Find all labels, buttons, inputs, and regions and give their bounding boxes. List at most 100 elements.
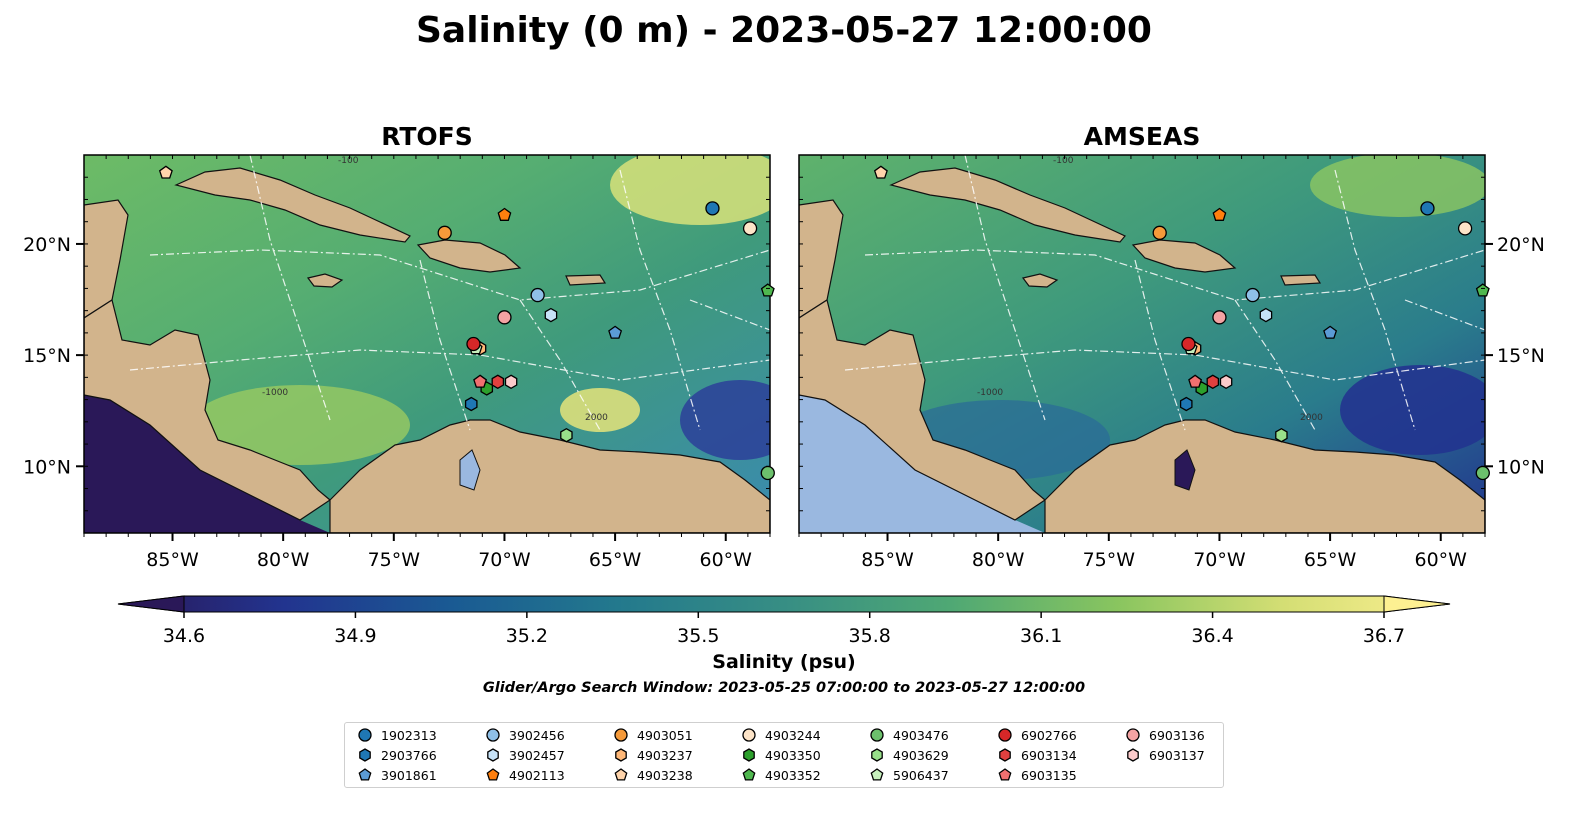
rtofs-contour-label: -1000 (262, 388, 288, 398)
legend-label: 6903134 (1021, 747, 1077, 763)
legend-marker-hexagon-icon (487, 748, 499, 762)
amseas-float-4903051-marker (1152, 225, 1167, 240)
legend-label: 4902113 (509, 767, 565, 783)
rtofs-high-salinity-patch (190, 385, 410, 465)
legend-marker-pentagon-icon (614, 768, 628, 781)
colorbar-body (117, 595, 1451, 613)
legend-item-6903136: 6903136 (1125, 726, 1205, 744)
legend-item-2903766: 2903766 (357, 746, 437, 764)
legend-marker-hexagon-icon (743, 748, 755, 762)
legend-item-3901861: 3901861 (357, 766, 437, 784)
legend-marker-shape (358, 728, 372, 742)
legend-item-4903238: 4903238 (613, 766, 693, 784)
amseas-low-salinity-patch (1340, 365, 1485, 455)
rtofs-float-4903051-marker (437, 225, 452, 240)
legend-item-6903135: 6903135 (997, 766, 1077, 784)
amseas-float-3901861-marker (1323, 325, 1338, 339)
amseas-lat-label: 20°N (1497, 234, 1545, 256)
legend-item-4903244: 4903244 (741, 726, 821, 744)
legend-marker-shape (1126, 728, 1140, 742)
amseas-high-salinity-patch (1310, 155, 1485, 217)
amseas-lon-label: 80°W (972, 549, 1025, 571)
amseas-lake-maracaibo (1174, 449, 1196, 491)
legend-label: 6903136 (1149, 727, 1205, 743)
colorbar-tick-label: 35.5 (677, 625, 719, 647)
legend-marker-pentagon-icon (486, 768, 500, 781)
rtofs-high-salinity-patch (610, 155, 770, 225)
rtofs-contour-label: -100 (338, 156, 359, 166)
rtofs-lake-maracaibo (459, 449, 481, 491)
legend-marker-shape (486, 728, 500, 742)
rtofs-float-3902456-marker (530, 287, 545, 303)
legend-marker-circle-icon (870, 728, 884, 742)
legend-label: 2903766 (381, 747, 437, 763)
legend-marker-pentagon-icon (742, 768, 756, 781)
legend-item-4902113: 4902113 (485, 766, 565, 784)
colorbar-tick-label: 34.6 (163, 625, 205, 647)
amseas-float-4903352-marker (1475, 283, 1490, 297)
rtofs-lon-label: 60°W (700, 549, 753, 571)
legend-label: 3902457 (509, 747, 565, 763)
legend-label: 4903476 (893, 727, 949, 743)
legend-item-1902313: 1902313 (357, 726, 437, 744)
legend-marker-hexagon-icon (615, 748, 627, 762)
amseas-land-central-america (799, 299, 1047, 521)
legend-label: 5906437 (893, 767, 949, 783)
legend-label: 3901861 (381, 767, 437, 783)
amseas-lat-label: 15°N (1497, 345, 1545, 367)
amseas-land-jamaica (1021, 273, 1059, 288)
float-legend: 1902313 2903766 3901861 3902456 3902457 49021… (344, 722, 1224, 788)
rtofs-low-salinity-patch (680, 380, 770, 460)
legend-marker-circle-icon (614, 728, 628, 742)
rtofs-land-jamaica (306, 273, 344, 288)
legend-item-6903134: 6903134 (997, 746, 1077, 764)
rtofs-float-4902113-marker (497, 207, 512, 221)
search-window-caption: Glider/Argo Search Window: 2023-05-25 07… (483, 680, 1085, 696)
rtofs-float-4903352-marker (760, 283, 775, 297)
amseas-land-puerto-rico (1280, 274, 1322, 286)
axis-ticks: 85°W 80°W 75°W 70°W 65°W 60°W 85°W 80°W 75°W 70°W… (23, 154, 1545, 571)
rtofs-float-3901861-marker (608, 325, 623, 339)
legend-item-4903352: 4903352 (741, 766, 821, 784)
rtofs-float-6903134-marker (491, 374, 505, 390)
legend-marker-pentagon-icon (998, 768, 1012, 781)
amseas-lon-label: 85°W (861, 549, 914, 571)
rtofs-land-central-america (84, 299, 332, 521)
colorbar-tick-label: 36.7 (1363, 625, 1405, 647)
amseas-land (799, 167, 1485, 533)
rtofs-float-1902313-marker (705, 201, 720, 216)
legend-item-3902456: 3902456 (485, 726, 565, 744)
amseas-float-3902457-marker (1259, 307, 1273, 323)
legend-marker-shape (871, 748, 883, 762)
colorbar-tick-label: 35.2 (506, 625, 548, 647)
legend-label: 4903237 (637, 747, 693, 763)
legend-marker-circle-icon (1126, 728, 1140, 742)
rtofs-lat-label: 10°N (23, 456, 71, 478)
amseas-float-3902456-marker (1245, 287, 1260, 303)
colorbar-extend-high (1383, 595, 1451, 613)
legend-label: 4903629 (893, 747, 949, 763)
amseas-float-4903244-marker (1457, 221, 1473, 236)
rtofs-land-puerto-rico (565, 274, 607, 286)
amseas-float-6903135-marker (1188, 374, 1203, 388)
rtofs-high-salinity-patch (560, 388, 640, 432)
amseas-float-4903629-marker (1275, 427, 1288, 443)
rtofs-float-2903766-marker (464, 396, 478, 412)
amseas-panel-title: AMSEAS (1084, 122, 1201, 151)
amseas-float-markers (873, 165, 1490, 481)
legend-marker-hexagon-icon (999, 748, 1011, 762)
colorbar-tick-label: 34.9 (334, 625, 376, 647)
amseas-land-yucatan-mexico (799, 199, 844, 319)
amseas-contour-label: -100 (1053, 156, 1074, 166)
amseas-pacific-ocean (799, 395, 1045, 533)
colorbar-label: Salinity (psu) (712, 651, 855, 673)
legend-item-3902457: 3902457 (485, 746, 565, 764)
legend-label: 6903137 (1149, 747, 1205, 763)
rtofs-float-3902457-marker (544, 307, 558, 323)
legend-marker-shape (358, 768, 372, 781)
legend-label: 4903350 (765, 747, 821, 763)
amseas-axes-frame (798, 154, 1486, 534)
rtofs-land-hispaniola (416, 239, 522, 273)
legend-marker-shape (742, 768, 756, 781)
rtofs-float-4903476-marker (760, 465, 775, 481)
